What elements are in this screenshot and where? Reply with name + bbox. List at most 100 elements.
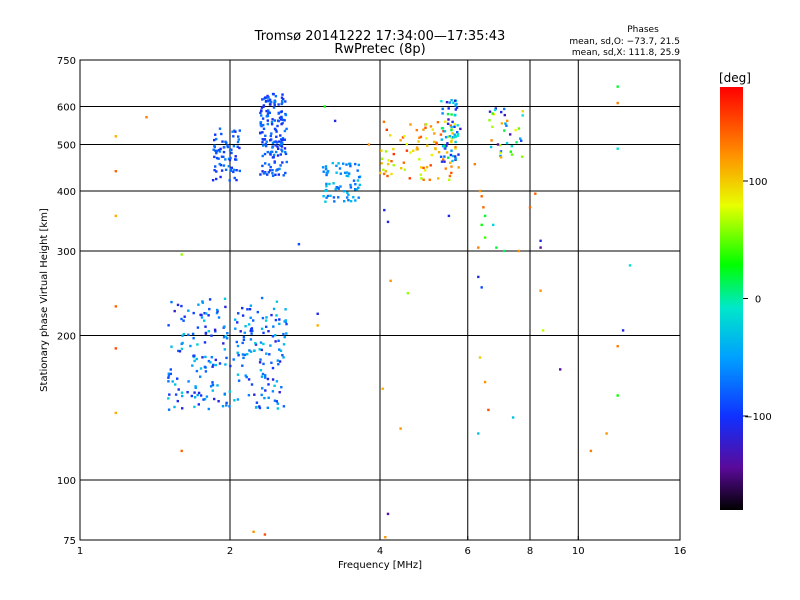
- data-point: [349, 164, 352, 168]
- data-point: [454, 155, 457, 158]
- data-point: [238, 169, 241, 173]
- data-point: [259, 132, 262, 135]
- data-point: [272, 93, 275, 96]
- data-point: [282, 174, 285, 177]
- data-point: [504, 122, 507, 125]
- data-point: [335, 171, 338, 174]
- data-point: [270, 120, 274, 124]
- data-point: [269, 100, 272, 103]
- data-point: [435, 141, 438, 144]
- data-point: [261, 387, 264, 390]
- data-point: [231, 130, 234, 133]
- data-point: [455, 102, 458, 106]
- data-point: [238, 129, 241, 132]
- data-point: [403, 168, 406, 171]
- data-point: [261, 316, 265, 320]
- data-point: [211, 383, 214, 387]
- data-point: [382, 172, 386, 176]
- x-tick-label: 1: [77, 546, 83, 557]
- data-point: [176, 377, 179, 380]
- data-point: [267, 396, 270, 399]
- data-point: [399, 427, 402, 430]
- data-point: [322, 195, 325, 198]
- data-point: [245, 375, 248, 379]
- data-point: [385, 128, 388, 131]
- data-point: [444, 167, 447, 170]
- data-point: [197, 403, 200, 406]
- data-point: [510, 145, 513, 148]
- data-point: [261, 144, 265, 147]
- data-point: [451, 120, 454, 124]
- data-point: [352, 196, 355, 199]
- data-point: [169, 368, 172, 371]
- data-point: [264, 142, 267, 146]
- data-point: [425, 165, 429, 169]
- data-point: [499, 150, 503, 153]
- data-point: [228, 179, 231, 182]
- data-point: [477, 432, 480, 435]
- data-point: [250, 332, 253, 335]
- data-point: [265, 115, 269, 118]
- data-point: [335, 186, 338, 189]
- data-point: [280, 122, 283, 126]
- data-point: [249, 338, 253, 341]
- data-point: [225, 141, 228, 145]
- data-point: [271, 172, 274, 175]
- data-point: [204, 332, 208, 335]
- data-point: [229, 167, 232, 171]
- data-point: [503, 107, 506, 111]
- data-point: [447, 156, 450, 159]
- data-point: [284, 152, 288, 156]
- data-point: [505, 124, 508, 127]
- data-point: [329, 194, 332, 197]
- data-point: [280, 386, 283, 389]
- data-point: [180, 317, 183, 321]
- data-point: [349, 183, 352, 187]
- data-point: [271, 146, 274, 149]
- data-point: [338, 167, 342, 170]
- data-point: [267, 111, 270, 114]
- data-point: [282, 343, 286, 346]
- data-point: [276, 407, 279, 410]
- y-tick-label: 400: [57, 187, 76, 198]
- data-point: [408, 177, 411, 180]
- data-point: [249, 304, 253, 307]
- data-point: [220, 155, 224, 158]
- data-point: [451, 132, 454, 135]
- phase-stats-x: mean, sd,X: 111.8, 25.9: [572, 48, 680, 58]
- data-point: [382, 168, 385, 171]
- data-point: [255, 401, 259, 404]
- data-point: [510, 153, 514, 156]
- data-point: [449, 161, 452, 164]
- data-point: [356, 169, 359, 172]
- data-point: [248, 349, 251, 352]
- data-point: [477, 275, 480, 279]
- data-point: [248, 308, 252, 311]
- data-point: [189, 344, 192, 348]
- data-point: [436, 121, 440, 124]
- data-point: [214, 358, 217, 362]
- data-point: [277, 119, 280, 122]
- data-point: [354, 183, 357, 186]
- data-point: [356, 179, 360, 182]
- data-point: [214, 363, 217, 367]
- data-point: [200, 316, 204, 319]
- data-point: [429, 164, 432, 167]
- data-point: [269, 134, 272, 138]
- data-point: [224, 335, 227, 338]
- data-point: [269, 153, 272, 156]
- y-tick-label: 200: [57, 332, 76, 343]
- data-point: [197, 391, 201, 395]
- data-point: [442, 130, 445, 133]
- data-point: [217, 316, 221, 319]
- data-point: [167, 324, 170, 327]
- x-tick-label: 4: [377, 546, 383, 557]
- data-point: [275, 380, 279, 383]
- data-point: [264, 319, 268, 322]
- colorbar-tick-label: 0: [755, 295, 761, 306]
- data-point: [493, 108, 497, 112]
- data-point: [446, 122, 450, 125]
- data-point: [333, 119, 337, 123]
- data-point: [180, 304, 183, 308]
- data-point: [114, 135, 117, 138]
